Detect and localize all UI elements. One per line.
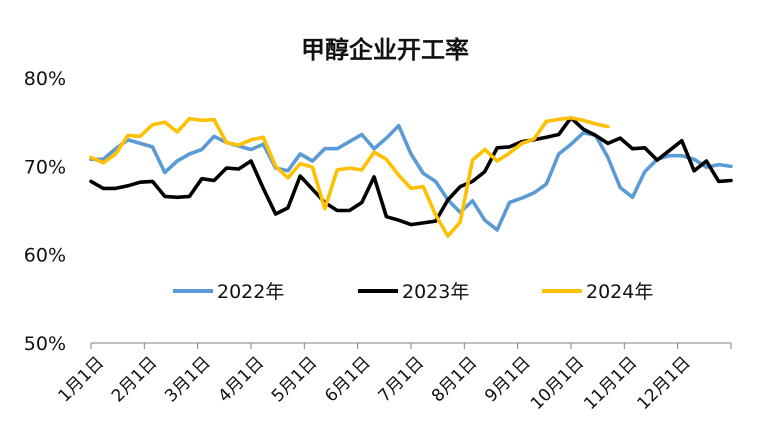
legend-label: 2024年 <box>586 281 653 303</box>
x-tick-label: 6月1日 <box>321 353 374 406</box>
x-tick-label: 12月1日 <box>634 353 695 414</box>
legend-label: 2022年 <box>217 281 284 303</box>
x-tick-label: 2月1日 <box>108 353 161 406</box>
y-tick-label: 50% <box>24 333 66 355</box>
x-axis: 1月1日 2月1日 3月1日 4月1日 5月1日 6月1日 7月1日 8月1日 9月1日10月1… <box>55 342 732 414</box>
x-tick-label: 4月1日 <box>215 353 268 406</box>
legend: 2022年 2023年 2024年 <box>173 281 653 303</box>
x-tick-label: 1月1日 <box>55 353 108 406</box>
x-tick-label: 9月1日 <box>481 353 534 406</box>
legend-label: 2023年 <box>402 281 469 303</box>
series-layer <box>89 116 733 238</box>
y-tick-label: 60% <box>24 245 66 267</box>
y-tick-label: 80% <box>24 68 66 90</box>
y-tick-label: 70% <box>24 156 66 178</box>
x-tick-label: 3月1日 <box>161 353 214 406</box>
x-tick-label: 10月1日 <box>527 353 588 414</box>
x-tick-label: 8月1日 <box>428 353 481 406</box>
series-line-2 <box>89 116 733 227</box>
chart-title: 甲醇企业开工率 <box>301 36 469 64</box>
x-tick-label: 7月1日 <box>375 353 428 406</box>
x-tick-label: 5月1日 <box>268 353 321 406</box>
x-tick-label: 11月1日 <box>580 353 641 414</box>
y-axis-tick-labels: 50% 60% 70% 80% <box>24 68 66 355</box>
series-line-1 <box>89 123 733 232</box>
series-line-3 <box>89 116 610 238</box>
